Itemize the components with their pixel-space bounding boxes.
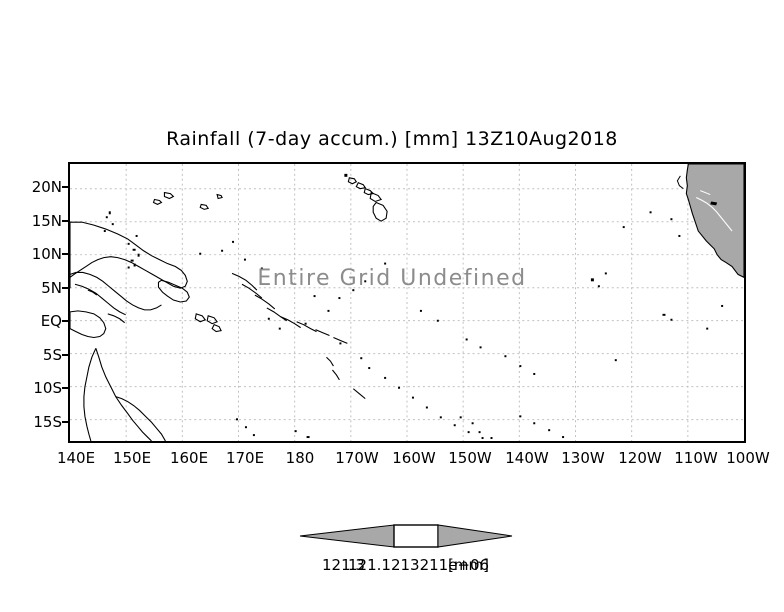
grid-undefined-message: Entire Grid Undefined: [257, 266, 527, 291]
map-canvas: [70, 164, 744, 441]
y-axis: 20N 15N 10N 5N EQ 5S 10S 15S: [0, 0, 68, 612]
pacific-island-dots: [103, 211, 673, 440]
map-gridlines: [70, 164, 744, 441]
xtick-label: 160E: [169, 449, 209, 467]
ytick-label: 20N: [31, 178, 62, 196]
colorbar-extend-high: [437, 524, 513, 548]
colorbar-swatch-center: [393, 524, 439, 548]
ytick-mark: [62, 287, 68, 289]
hawaiian-islands: [344, 173, 388, 222]
xtick-label: 140E: [56, 449, 96, 467]
xtick-label: 150W: [448, 449, 492, 467]
ytick-mark: [62, 220, 68, 222]
xtick-label: 180: [285, 449, 315, 467]
ytick-label: 10S: [33, 379, 62, 397]
ytick-label: 10N: [31, 245, 62, 263]
xtick-label: 170E: [225, 449, 265, 467]
ytick-mark: [62, 354, 68, 356]
colorbar: 121.3 121.1213211e+06 [mm]: [296, 518, 516, 574]
colorbar-label-low: 121.3: [322, 556, 365, 574]
ytick-label: 15N: [31, 212, 62, 230]
xtick-label: 120W: [618, 449, 662, 467]
ytick-label: 5N: [41, 279, 62, 297]
xtick-label: 110W: [674, 449, 718, 467]
ytick-mark: [62, 253, 68, 255]
eastern-pacific-specks: [662, 234, 724, 330]
colorbar-swatches: [299, 524, 513, 548]
ytick-mark: [62, 387, 68, 389]
ytick-mark: [62, 186, 68, 188]
ytick-mark: [62, 421, 68, 423]
xtick-label: 160W: [392, 449, 436, 467]
map-plot-area: [68, 162, 746, 443]
ytick-mark: [62, 320, 68, 322]
colorbar-label-high: 121.1213211e+06: [348, 556, 490, 574]
xtick-label: 130W: [561, 449, 605, 467]
colorbar-units-label: [mm]: [448, 556, 489, 574]
coastlines-west: [70, 191, 366, 441]
xtick-label: 150E: [112, 449, 152, 467]
ytick-label: EQ: [40, 312, 62, 330]
ytick-label: 15S: [33, 413, 62, 431]
ytick-label: 5S: [42, 346, 62, 364]
colorbar-extend-low: [299, 524, 395, 548]
xtick-label: 170W: [335, 449, 379, 467]
xtick-label: 100W: [726, 449, 770, 467]
page-title: Rainfall (7-day accum.) [mm] 13Z10Aug201…: [166, 128, 618, 150]
landmass-central-america: [676, 164, 744, 278]
xtick-label: 140W: [505, 449, 549, 467]
